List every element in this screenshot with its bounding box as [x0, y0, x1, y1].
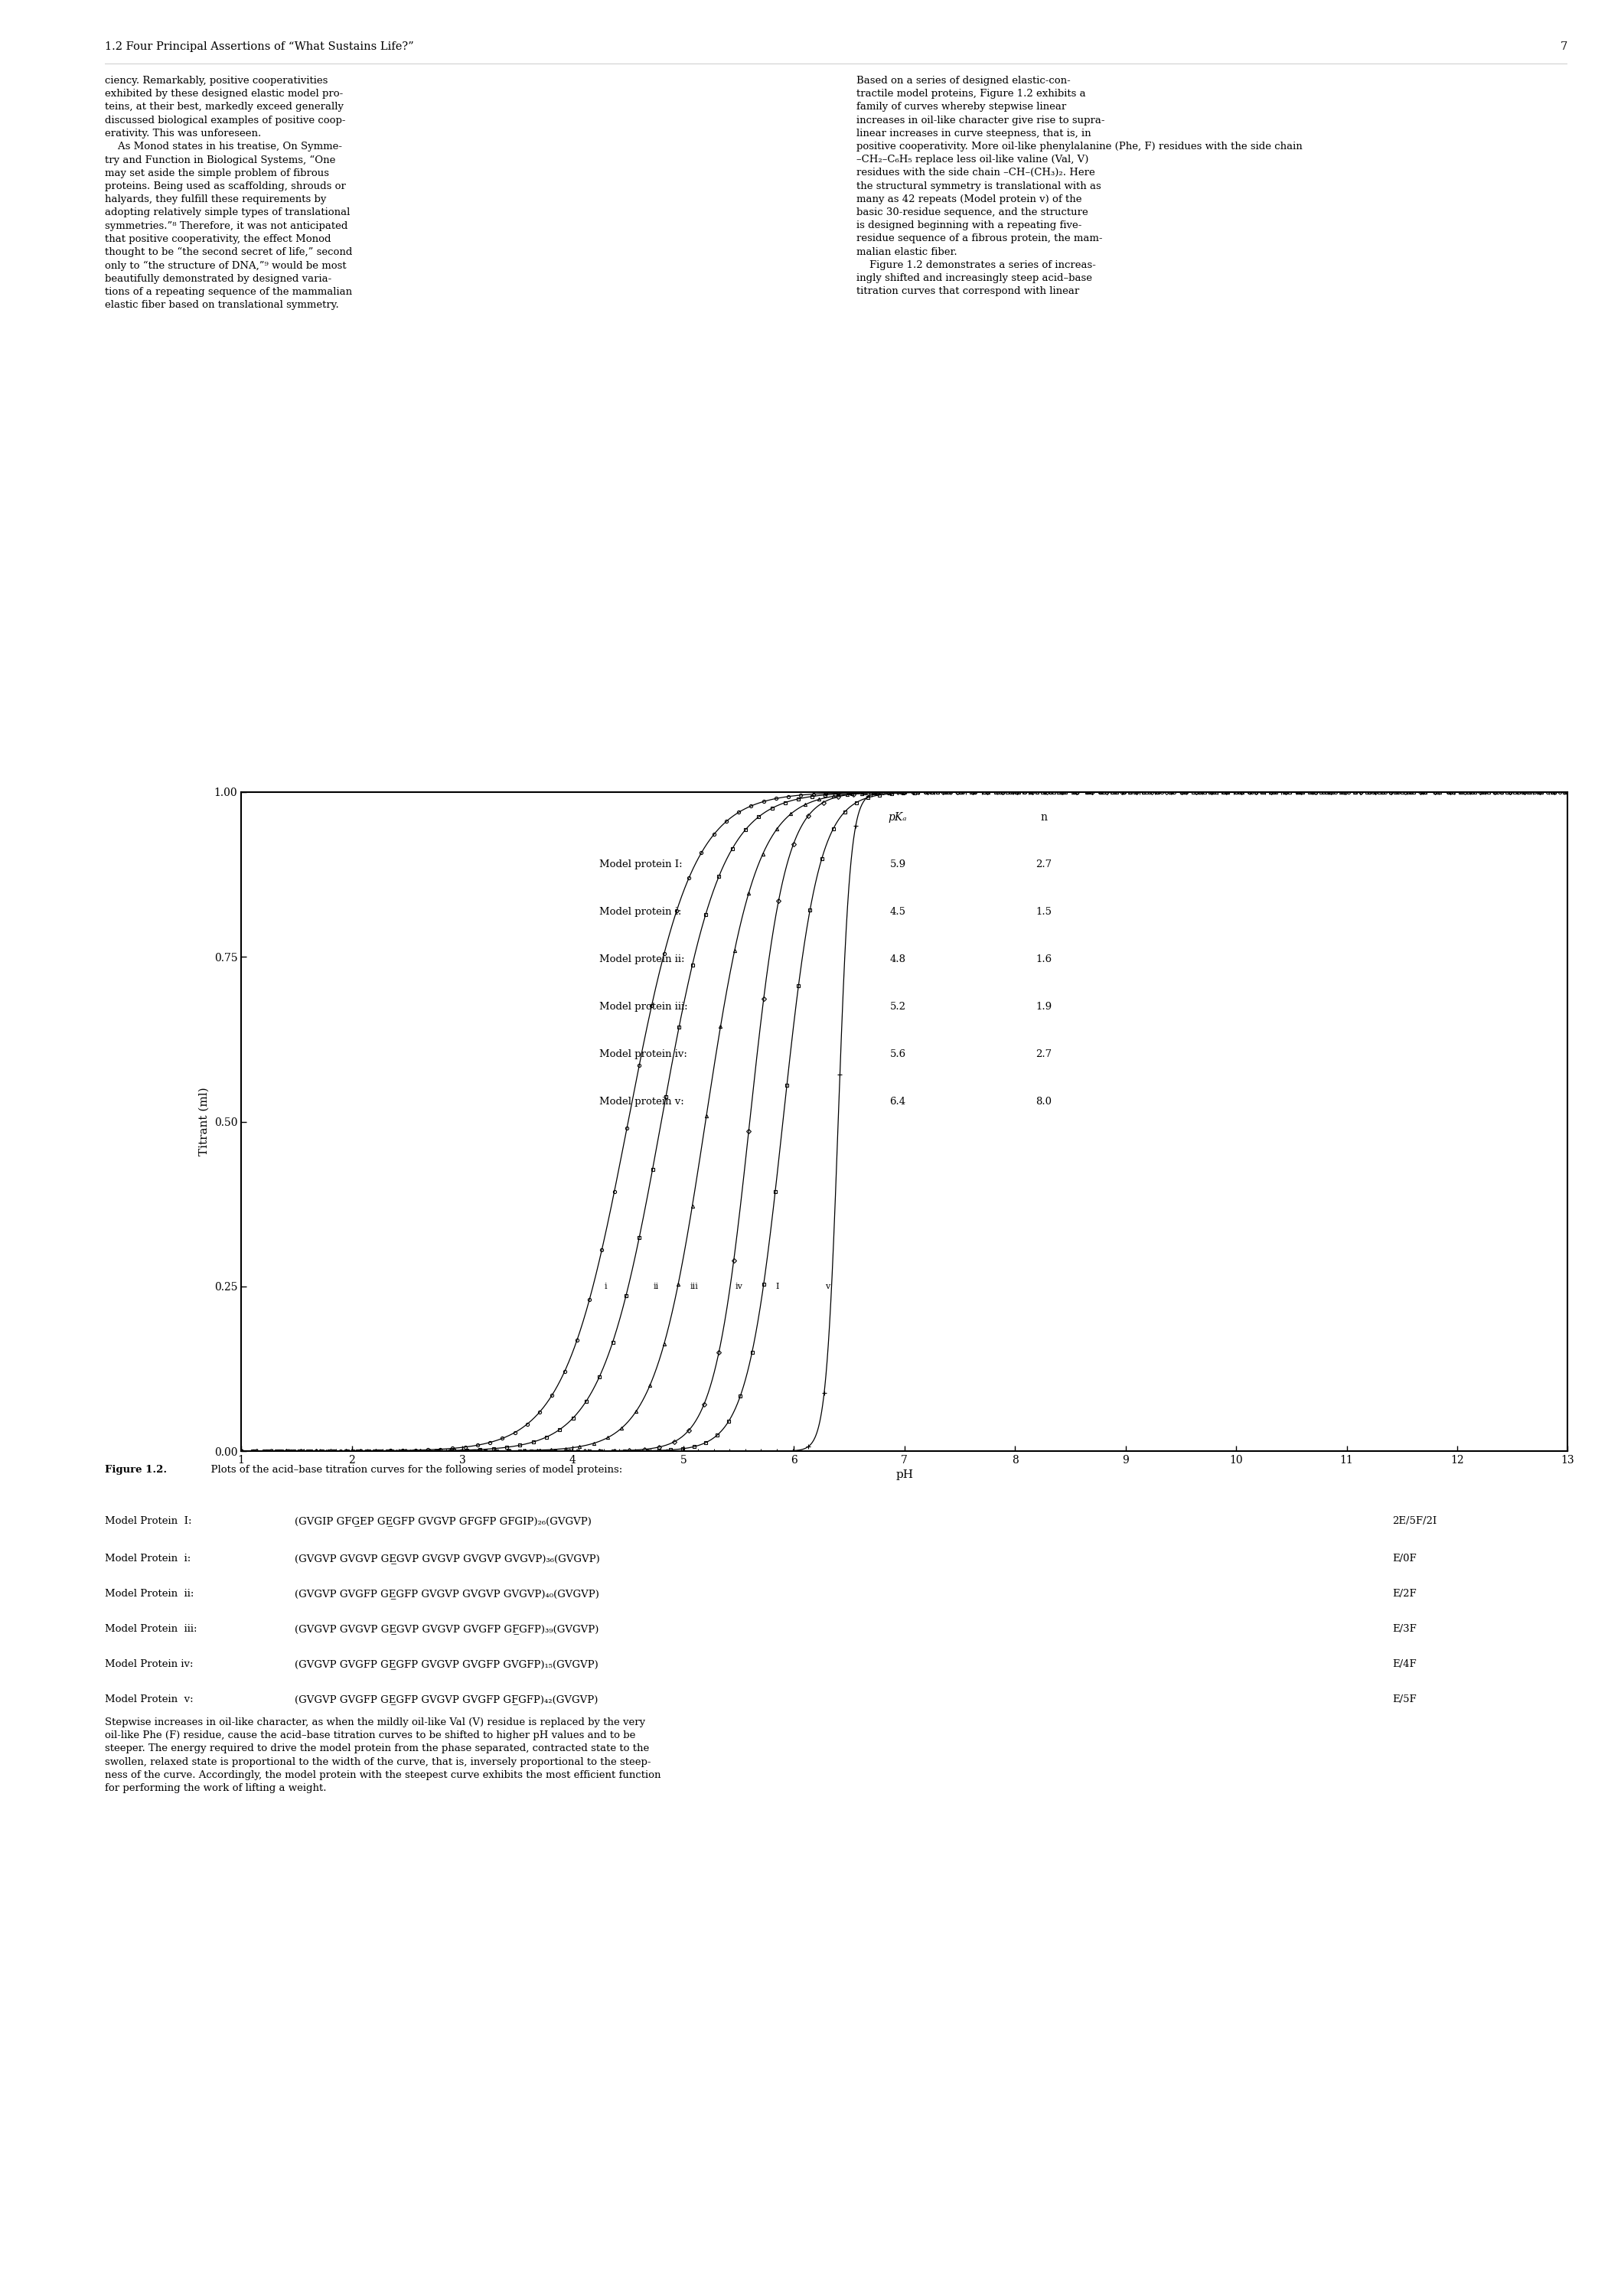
Text: Based on a series of designed elastic-con-
tractile model proteins, Figure 1.2 e: Based on a series of designed elastic-co…: [855, 76, 1302, 296]
Text: Model protein i:: Model protein i:: [600, 907, 682, 916]
Text: Model Protein  iii:: Model Protein iii:: [105, 1623, 196, 1635]
Text: 4.5: 4.5: [889, 907, 905, 916]
Text: Model Protein  I:: Model Protein I:: [105, 1515, 191, 1527]
Text: 7: 7: [1561, 41, 1568, 53]
Text: Model protein iv:: Model protein iv:: [600, 1049, 687, 1058]
Text: 2.7: 2.7: [1036, 859, 1052, 870]
Text: Stepwise increases in oil-like character, as when the mildly oil-like Val (V) re: Stepwise increases in oil-like character…: [105, 1717, 661, 1793]
Text: i: i: [605, 1283, 608, 1290]
Text: Model protein I:: Model protein I:: [600, 859, 682, 870]
Text: ciency. Remarkably, positive cooperativities
exhibited by these designed elastic: ciency. Remarkably, positive cooperativi…: [105, 76, 352, 310]
Text: (GVGVP GVGVP GE̲GVP GVGVP GVGFP GF̲GFP)₃₉(GVGVP): (GVGVP GVGVP GE̲GVP GVGVP GVGFP GF̲GFP)₃…: [294, 1623, 598, 1635]
Text: Model Protein  ii:: Model Protein ii:: [105, 1589, 193, 1598]
Text: 1.2 Four Principal Assertions of “What Sustains Life?”: 1.2 Four Principal Assertions of “What S…: [105, 41, 413, 53]
Text: (GVGVP GVGFP GE̲GFP GVGVP GVGFP GF̲GFP)₄₂(GVGVP): (GVGVP GVGFP GE̲GFP GVGVP GVGFP GF̲GFP)₄…: [294, 1694, 598, 1704]
Text: n: n: [1040, 813, 1047, 822]
Text: Model protein iii:: Model protein iii:: [600, 1001, 688, 1013]
Text: Model Protein iv:: Model Protein iv:: [105, 1660, 193, 1669]
Text: 1.6: 1.6: [1036, 955, 1052, 964]
Text: Plots of the acid–base titration curves for the following series of model protei: Plots of the acid–base titration curves …: [204, 1465, 622, 1474]
Text: iii: iii: [690, 1283, 698, 1290]
Text: 5.2: 5.2: [889, 1001, 905, 1013]
Text: Model protein v:: Model protein v:: [600, 1097, 683, 1107]
Text: E/4F: E/4F: [1393, 1660, 1417, 1669]
Text: E/5F: E/5F: [1393, 1694, 1417, 1704]
Text: I: I: [775, 1283, 780, 1290]
Text: 1.5: 1.5: [1036, 907, 1052, 916]
Text: 1.9: 1.9: [1036, 1001, 1052, 1013]
Text: 4.8: 4.8: [889, 955, 905, 964]
Text: Model Protein  v:: Model Protein v:: [105, 1694, 193, 1704]
Text: Model protein ii:: Model protein ii:: [600, 955, 685, 964]
Text: Model Protein  i:: Model Protein i:: [105, 1554, 190, 1564]
Text: (GVGVP GVGFP GE̲GFP GVGVP GVGVP GVGVP)₄₀(GVGVP): (GVGVP GVGFP GE̲GFP GVGVP GVGVP GVGVP)₄₀…: [294, 1589, 600, 1598]
Text: E/3F: E/3F: [1393, 1623, 1417, 1635]
Text: ii: ii: [653, 1283, 659, 1290]
Text: iv: iv: [735, 1283, 743, 1290]
X-axis label: pH: pH: [896, 1469, 913, 1481]
Text: pKₐ: pKₐ: [889, 813, 907, 822]
Text: 6.4: 6.4: [889, 1097, 905, 1107]
Text: Figure 1.2.: Figure 1.2.: [105, 1465, 167, 1474]
Text: 5.9: 5.9: [889, 859, 905, 870]
Text: (GVGVP GVGFP GE̲GFP GVGVP GVGFP GVGFP)₁₅(GVGVP): (GVGVP GVGFP GE̲GFP GVGVP GVGFP GVGFP)₁₅…: [294, 1660, 598, 1669]
Text: 2E/5F/2I: 2E/5F/2I: [1393, 1515, 1438, 1527]
Text: (GVGIP GFG̲EP GE̲GFP GVGVP GFGFP GFGIP)₂₆(GVGVP): (GVGIP GFG̲EP GE̲GFP GVGVP GFGFP GFGIP)₂…: [294, 1515, 592, 1527]
Text: 5.6: 5.6: [889, 1049, 905, 1058]
Text: 8.0: 8.0: [1036, 1097, 1052, 1107]
Text: v: v: [825, 1283, 830, 1290]
Text: E/2F: E/2F: [1393, 1589, 1417, 1598]
Y-axis label: Titrant (ml): Titrant (ml): [199, 1088, 209, 1155]
Text: 2.7: 2.7: [1036, 1049, 1052, 1058]
Text: (GVGVP GVGVP GE̲GVP GVGVP GVGVP GVGVP)₃₆(GVGVP): (GVGVP GVGVP GE̲GVP GVGVP GVGVP GVGVP)₃₆…: [294, 1554, 600, 1564]
Text: E/0F: E/0F: [1393, 1554, 1417, 1564]
